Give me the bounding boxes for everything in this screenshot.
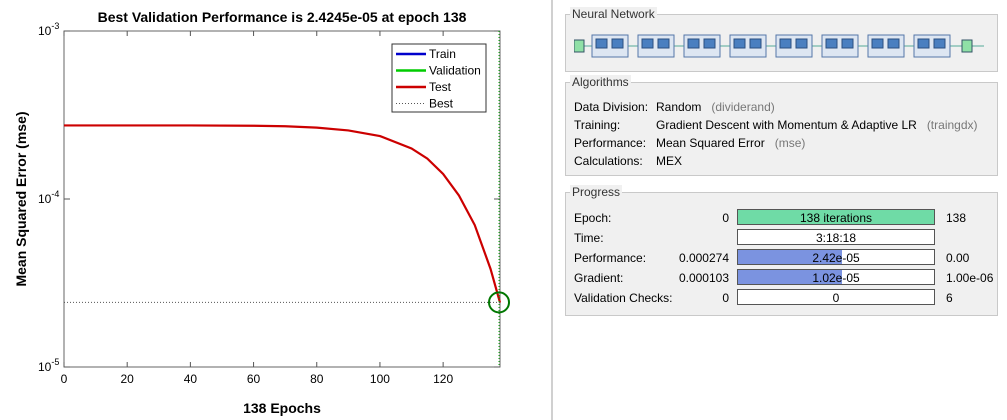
x-tick-label: 0 (61, 372, 68, 386)
x-axis-ticks: 0 20 40 60 80 100 120 (61, 31, 453, 386)
network-layer-bias (841, 38, 854, 49)
validation-checks-min: 0 (722, 291, 729, 305)
epoch-progress-bar: 138 iterations (737, 209, 935, 225)
performance-value: Mean Squared Error (mse) (656, 136, 806, 150)
network-layer-bias (887, 38, 900, 49)
algorithms-group: Algorithms Data Division: Random (divide… (565, 75, 998, 176)
series-layer (64, 31, 510, 367)
network-layer-bias (657, 38, 670, 49)
performance-plot: Best Validation Performance is 2.4245e-0… (13, 9, 510, 416)
training-value: Gradient Descent with Momentum & Adaptiv… (656, 118, 978, 132)
progress-title: Progress (570, 185, 623, 199)
progress-row-epoch: Epoch: 0 138 iterations 138 (566, 209, 999, 227)
performance-min: 0.000274 (678, 251, 729, 265)
x-tick-label: 80 (310, 372, 324, 386)
epoch-label: Epoch: (574, 211, 612, 225)
y-tick-label: 10-4 (38, 189, 59, 206)
epoch-progress-text: 138 iterations (799, 211, 873, 225)
network-layer-bias (933, 38, 946, 49)
network-layer-weight (733, 38, 746, 49)
legend-label-train: Train (429, 47, 456, 61)
network-layer-bias (703, 38, 716, 49)
data-division-value: Random (dividerand) (656, 100, 775, 114)
progress-row-validation-checks: Validation Checks: 0 0 6 (566, 289, 999, 307)
performance-progress-fill (738, 250, 842, 264)
network-layer-bias (795, 38, 808, 49)
algorithms-title: Algorithms (570, 75, 631, 89)
performance-plot-pane: Best Validation Performance is 2.4245e-0… (13, 9, 510, 416)
validation-checks-progress-bar: 0 (737, 289, 935, 305)
validation-checks-label: Validation Checks: (574, 291, 673, 305)
progress-row-gradient: Gradient: 0.000103 1.02e-05 1.00e-06 (566, 269, 999, 287)
network-output-node (961, 39, 973, 53)
gradient-progress-bar: 1.02e-05 (737, 269, 935, 285)
epoch-progress-fill (738, 210, 934, 224)
gradient-min: 0.000103 (678, 271, 729, 285)
network-layer-weight (641, 38, 654, 49)
plot-title: Best Validation Performance is 2.4245e-0… (98, 9, 467, 25)
legend-label-test: Test (429, 80, 452, 94)
time-label: Time: (574, 231, 604, 245)
x-tick-label: 20 (121, 372, 135, 386)
epoch-max: 138 (946, 211, 967, 225)
gradient-progress-text: 1.02e-05 (812, 271, 860, 285)
gradient-label: Gradient: (574, 271, 624, 285)
calculations-label: Calculations: (574, 154, 643, 168)
y-tick-label: 10-3 (38, 21, 59, 38)
network-layer-weight (825, 38, 838, 49)
network-layer-weight (687, 38, 700, 49)
neural-network-title: Neural Network (570, 7, 657, 21)
network-layer-weight (595, 38, 608, 49)
y-axis-ticks: 10-3 10-4 10-5 (38, 21, 500, 374)
series-test-line (64, 124, 502, 303)
legend-box (391, 43, 487, 113)
progress-group: Progress Epoch: 0 138 iterations 138 Tim… (565, 185, 999, 316)
legend-label-validation: Validation (429, 64, 481, 78)
neural-network-group: Neural Network (565, 7, 998, 72)
performance-max: 0.00 (946, 251, 970, 265)
progress-row-performance: Performance: 0.000274 2.42e-05 0.00 (566, 249, 999, 267)
time-progress-bar: 3:18:18 (737, 229, 935, 245)
network-layer-weight (917, 38, 930, 49)
training-label: Training: (574, 118, 621, 132)
validation-checks-progress-text: 0 (832, 291, 840, 305)
x-tick-label: 100 (370, 372, 390, 386)
network-diagram (574, 34, 984, 58)
performance-progress-bar: 2.42e-05 (737, 249, 935, 265)
data-division-label: Data Division: (574, 100, 649, 114)
x-axis-label: 138 Epochs (243, 400, 321, 416)
epoch-min: 0 (722, 211, 729, 225)
performance-progress-text: 2.42e-05 (812, 251, 860, 265)
performance-progress-label: Performance: (574, 251, 647, 265)
best-point-marker (488, 291, 510, 314)
network-layer-bias (749, 38, 762, 49)
network-layer-weight (871, 38, 884, 49)
time-progress-text: 3:18:18 (815, 231, 857, 245)
performance-label: Performance: (574, 136, 647, 150)
network-layer-bias (611, 38, 624, 49)
x-tick-label: 120 (433, 372, 453, 386)
y-tick-label: 10-5 (38, 357, 59, 374)
network-layer-weight (779, 38, 792, 49)
network-input-node (574, 39, 585, 53)
training-info-pane: Neural Network Algorithms Data Division:… (553, 0, 1007, 420)
x-tick-label: 40 (184, 372, 198, 386)
calculations-value: MEX (656, 154, 683, 168)
x-tick-label: 60 (247, 372, 261, 386)
gradient-progress-fill (738, 270, 842, 284)
progress-row-time: Time: 3:18:18 (566, 229, 999, 247)
plot-legend: Train Validation Test Best (391, 43, 487, 113)
gradient-max: 1.00e-06 (946, 271, 994, 285)
y-axis-label: Mean Squared Error (mse) (13, 111, 29, 286)
validation-checks-max: 6 (946, 291, 953, 305)
legend-label-best: Best (429, 97, 454, 111)
pane-divider[interactable] (551, 0, 553, 420)
